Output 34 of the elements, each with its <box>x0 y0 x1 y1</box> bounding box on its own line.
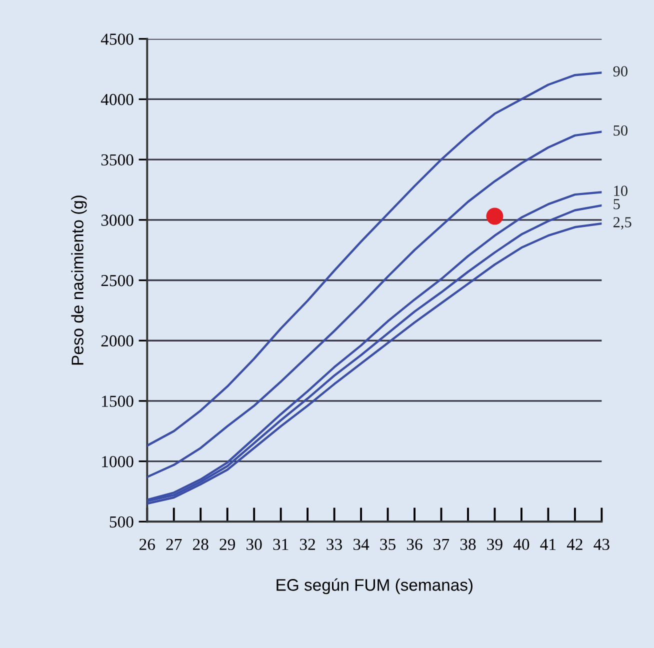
x-tick-label: 39 <box>487 538 502 550</box>
y-tick-label: 2000 <box>101 335 134 347</box>
x-tick-label: 31 <box>273 538 288 550</box>
x-tick-label: 32 <box>300 538 315 550</box>
series-label: 5 <box>614 199 620 210</box>
x-tick-label: 28 <box>193 538 208 550</box>
y-tick-label: 3500 <box>101 154 134 166</box>
x-tick-label: 34 <box>354 538 370 550</box>
y-tick-label: 3000 <box>101 214 134 226</box>
x-tick-label: 43 <box>594 538 610 550</box>
x-tick-label: 36 <box>406 538 422 550</box>
x-tick-label: 38 <box>460 538 476 550</box>
y-tick-label: 4500 <box>100 34 134 45</box>
x-tick-label: 26 <box>140 538 155 550</box>
series-label: 50 <box>614 125 628 136</box>
x-tick-label: 40 <box>513 538 530 550</box>
x-tick-label: 29 <box>220 538 236 550</box>
x-tick-label: 27 <box>166 538 182 550</box>
x-tick-label: 37 <box>434 538 450 550</box>
x-tick-label: 41 <box>540 538 556 550</box>
y-tick-label: 500 <box>110 516 134 528</box>
series-label: 2,5 <box>613 217 632 230</box>
y-tick-label: 4000 <box>100 94 134 106</box>
x-tick-label: 42 <box>566 538 582 550</box>
x-tick-label: 30 <box>246 538 262 550</box>
x-axis-title: EG según FUM (semanas) <box>276 578 472 594</box>
y-axis-title: Peso de nacimiento (g) <box>71 196 87 365</box>
series-label: 10 <box>614 186 628 196</box>
y-tick-label: 2500 <box>101 274 134 286</box>
series-label: 90 <box>613 66 628 76</box>
y-tick-label: 1000 <box>102 456 134 468</box>
x-tick-label: 35 <box>380 538 396 550</box>
y-tick-label: 1500 <box>102 396 134 407</box>
x-tick-label: 33 <box>326 538 342 550</box>
